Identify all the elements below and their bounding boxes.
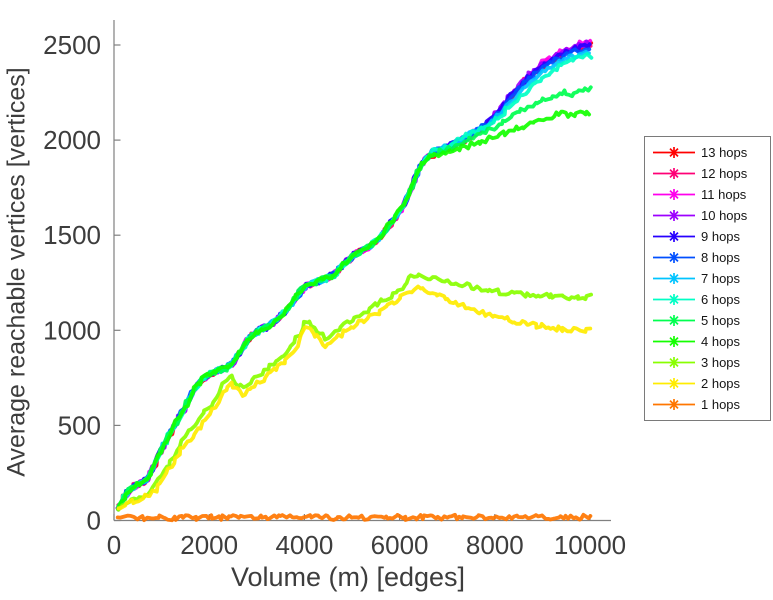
y-tick-label: 500 (58, 410, 101, 440)
legend-entry-label: 4 hops (701, 334, 741, 349)
x-tick-label: 4000 (275, 530, 333, 560)
legend-line-sample (653, 168, 695, 179)
legend-entry: 12 hops (651, 163, 768, 184)
asterisk-marker-icon (669, 336, 679, 347)
x-tick-label: 10000 (554, 530, 626, 560)
legend-entry: 3 hops (651, 352, 768, 373)
legend-entry-label: 6 hops (701, 292, 741, 307)
legend-line-sample (653, 336, 695, 347)
x-tick-label: 2000 (180, 530, 238, 560)
legend-entry: 1 hops (651, 394, 768, 415)
legend-entry-label: 5 hops (701, 313, 741, 328)
legend-entry: 6 hops (651, 289, 768, 310)
legend-entry-label: 12 hops (701, 166, 748, 181)
x-tick-label: 8000 (466, 530, 524, 560)
legend-entry-label: 8 hops (701, 250, 741, 265)
legend-line-sample (653, 399, 695, 410)
legend-entry: 8 hops (651, 247, 768, 268)
legend-line-sample (653, 252, 695, 263)
legend-line-sample (653, 231, 695, 242)
series-line-5-hops (116, 85, 593, 509)
asterisk-marker-icon (669, 273, 679, 284)
legend-line-sample (653, 378, 695, 389)
asterisk-marker-icon (669, 294, 679, 305)
y-axis-label: Average reachable vertices [vertices] (2, 67, 31, 477)
y-tick-label: 0 (87, 506, 101, 536)
asterisk-marker-icon (669, 399, 679, 410)
series-line-3-hops (116, 272, 593, 512)
legend-entry: 7 hops (651, 268, 768, 289)
asterisk-marker-icon (669, 357, 679, 368)
x-tick-label: 6000 (371, 530, 429, 560)
legend-line-sample (653, 147, 695, 158)
legend-entry-label: 9 hops (701, 229, 741, 244)
y-tick-label: 2500 (43, 30, 101, 60)
legend-entry-label: 7 hops (701, 271, 741, 286)
y-tick-label: 1500 (43, 220, 101, 250)
asterisk-marker-icon (669, 168, 679, 179)
asterisk-marker-icon (669, 315, 679, 326)
legend-entry: 9 hops (651, 226, 768, 247)
legend-entry-label: 13 hops (701, 145, 748, 160)
axis-lines (113, 20, 611, 522)
legend-entry: 13 hops (651, 142, 768, 163)
legend-line-sample (653, 294, 695, 305)
x-tick-label: 0 (107, 530, 121, 560)
legend-line-sample (653, 210, 695, 221)
legend-entry-label: 11 hops (701, 187, 747, 202)
series-line-8-hops (115, 47, 592, 510)
legend-entry-label: 10 hops (701, 208, 748, 223)
legend-entry: 5 hops (651, 310, 768, 331)
asterisk-marker-icon (669, 231, 679, 242)
legend-entry: 4 hops (651, 331, 768, 352)
asterisk-marker-icon (669, 210, 679, 221)
y-tick-label: 1000 (43, 315, 101, 345)
y-tick-label: 2000 (43, 125, 101, 155)
legend-entry-label: 3 hops (701, 355, 741, 370)
legend-entry: 11 hops (651, 184, 768, 205)
legend-line-sample (653, 273, 695, 284)
legend-line-sample (653, 315, 695, 326)
series-line-1-hops (115, 512, 593, 523)
legend-entry: 10 hops (651, 205, 768, 226)
legend-entry: 2 hops (651, 373, 768, 394)
x-axis-label: Volume (m) [edges] (230, 562, 466, 592)
asterisk-marker-icon (669, 252, 679, 263)
asterisk-marker-icon (669, 147, 679, 158)
asterisk-marker-icon (669, 378, 679, 389)
asterisk-marker-icon (669, 189, 679, 200)
legend-entry-label: 1 hops (701, 397, 741, 412)
series-line-6-hops (118, 52, 594, 507)
legend-line-sample (653, 357, 695, 368)
legend-entry-label: 2 hops (701, 376, 741, 391)
legend: 13 hops 12 hops 11 hops 10 hops 9 hops 8 hops… (644, 136, 771, 421)
legend-line-sample (653, 189, 695, 200)
series-line-4-hops (116, 109, 591, 511)
series-line-2-hops (116, 284, 593, 511)
